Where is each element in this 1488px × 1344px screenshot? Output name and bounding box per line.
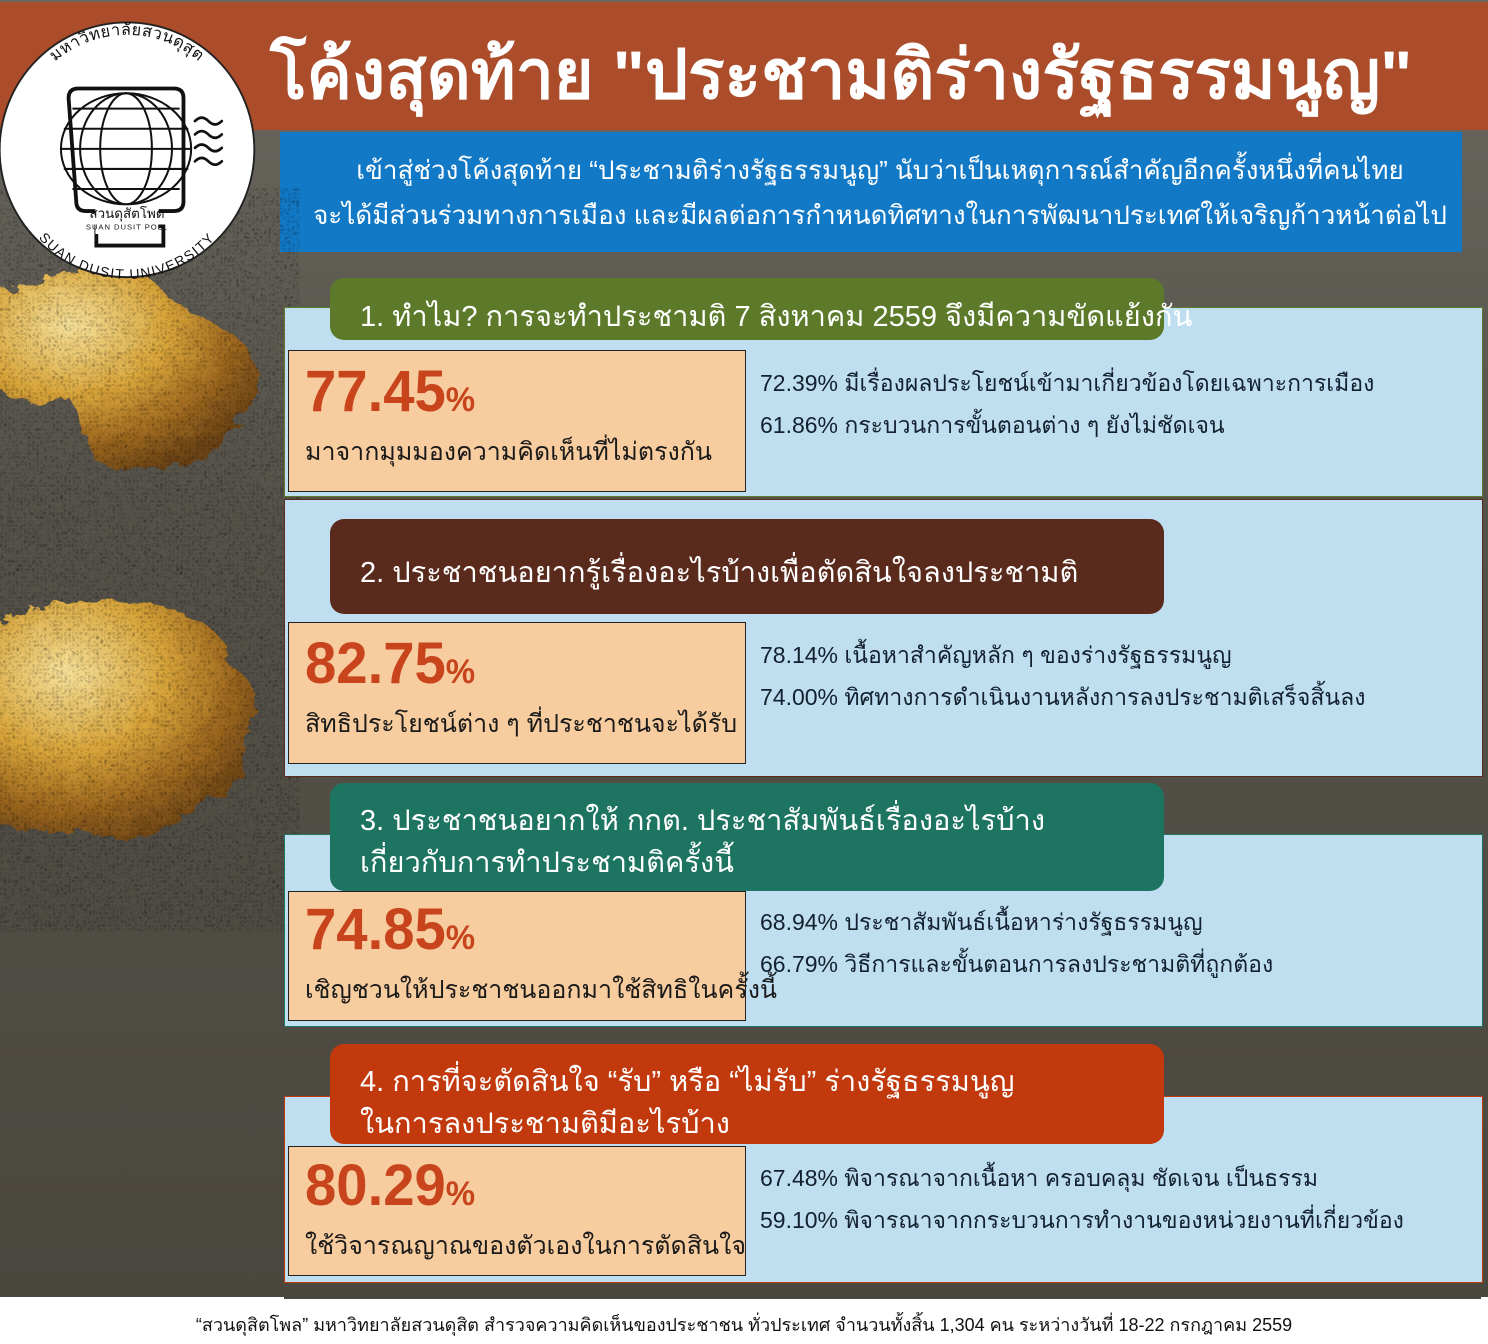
- svg-text:สวนดุสัตโพด: สวนดุสัตโพด: [89, 206, 164, 222]
- svg-text:SUAN DUSIT POLL: SUAN DUSIT POLL: [86, 222, 168, 231]
